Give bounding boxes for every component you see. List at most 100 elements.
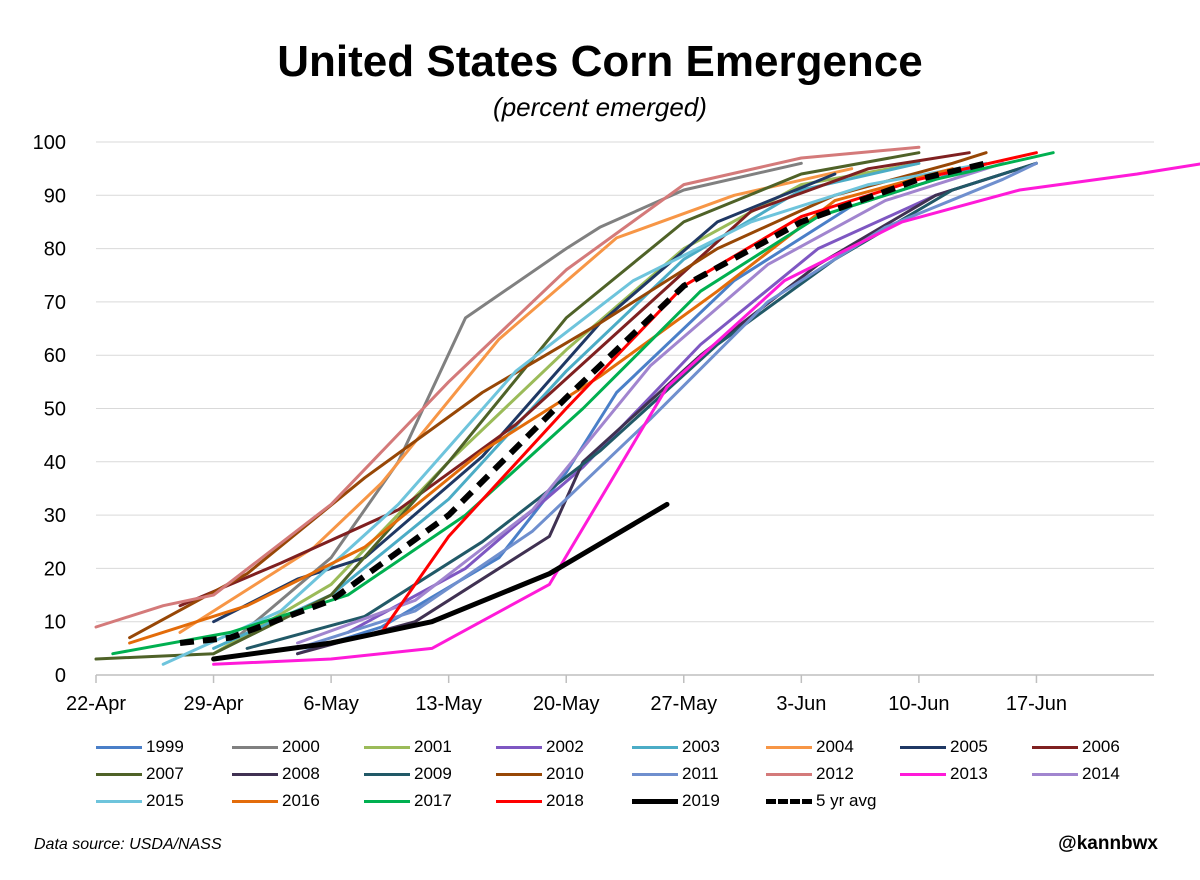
x-tick-label: 6-May — [303, 693, 359, 715]
y-tick-label: 0 — [55, 665, 66, 687]
series-line-2014 — [296, 161, 1005, 645]
legend-swatch — [632, 745, 678, 749]
series-line-5-yr-avg — [179, 160, 987, 646]
legend-swatch — [232, 745, 278, 749]
x-tick-label: 13-May — [415, 693, 482, 715]
legend-item: 2004 — [766, 734, 854, 760]
legend-label: 2003 — [682, 737, 720, 756]
y-tick-label: 30 — [44, 505, 66, 527]
author-handle: @kannbwx — [1058, 833, 1158, 854]
legend-swatch — [632, 798, 678, 804]
series-line-2016 — [128, 167, 954, 645]
series-line-2017 — [111, 151, 1055, 656]
legend-label: 2008 — [282, 764, 320, 783]
legend-item: 2017 — [364, 788, 452, 814]
legend-item: 2015 — [96, 788, 184, 814]
legend-item: 2002 — [496, 734, 584, 760]
legend-label: 2014 — [1082, 764, 1120, 783]
legend-swatch — [96, 745, 142, 749]
series-line-2005 — [212, 172, 837, 624]
legend-item: 2016 — [232, 788, 320, 814]
legend-item: 2007 — [96, 761, 184, 787]
x-tick-label: 3-Jun — [776, 693, 826, 715]
legend-label: 2009 — [414, 764, 452, 783]
legend-label: 2004 — [816, 737, 854, 756]
legend-label: 2019 — [682, 791, 720, 810]
legend-swatch — [766, 772, 812, 776]
legend-item: 2010 — [496, 761, 584, 787]
series-line-2019 — [211, 501, 670, 662]
legend-label: 2006 — [1082, 737, 1120, 756]
legend-label: 2013 — [950, 764, 988, 783]
legend-swatch — [900, 745, 946, 749]
legend-swatch — [364, 745, 410, 749]
legend-item: 2011 — [632, 761, 719, 787]
series-line-2010 — [128, 151, 988, 640]
series-line-2007 — [94, 151, 921, 661]
x-tick-label: 20-May — [533, 693, 600, 715]
legend-swatch — [96, 772, 142, 776]
series-line-2001 — [212, 161, 921, 656]
legend-label: 2018 — [546, 791, 584, 810]
chart-subtitle: (percent emerged) — [493, 92, 707, 122]
series-line-2006 — [178, 151, 971, 608]
x-tick-label: 10-Jun — [888, 693, 949, 715]
legend-label: 1999 — [146, 737, 184, 756]
legend-swatch — [232, 772, 278, 776]
series-line-2012 — [94, 145, 921, 629]
legend-item: 1999 — [96, 734, 184, 760]
y-tick-label: 10 — [44, 612, 66, 634]
legend-label: 2012 — [816, 764, 854, 783]
legend-swatch — [766, 798, 812, 804]
x-tick-label: 27-May — [650, 693, 717, 715]
legend-swatch — [96, 799, 142, 803]
legend-item: 2003 — [632, 734, 720, 760]
x-tick-label: 29-Apr — [184, 693, 244, 715]
legend-swatch — [496, 772, 542, 776]
legend-item: 2001 — [364, 734, 452, 760]
series-line-2015 — [161, 161, 988, 666]
legend-item: 2008 — [232, 761, 320, 787]
series-line-2013 — [212, 162, 1200, 666]
legend-label: 2015 — [146, 791, 184, 810]
legend-swatch — [232, 799, 278, 803]
series-line-2008 — [296, 161, 1038, 656]
y-tick-label: 60 — [44, 345, 66, 367]
legend-label: 2001 — [414, 737, 452, 756]
legend-item: 2009 — [364, 761, 452, 787]
legend-item: 2005 — [900, 734, 988, 760]
series-line-2011 — [296, 161, 1038, 650]
legend-label: 2017 — [414, 791, 452, 810]
y-tick-label: 90 — [44, 185, 66, 207]
legend-label: 2005 — [950, 737, 988, 756]
legend-label: 5 yr avg — [816, 791, 877, 810]
legend-item: 2000 — [232, 734, 320, 760]
legend-label: 2010 — [546, 764, 584, 783]
legend-item: 2018 — [496, 788, 584, 814]
legend-swatch — [496, 745, 542, 749]
legend-item: 2019 — [632, 788, 720, 814]
y-tick-label: 70 — [44, 292, 66, 314]
legend-swatch — [766, 745, 812, 749]
data-source-note: Data source: USDA/NASS — [34, 836, 222, 853]
legend-swatch — [496, 799, 542, 803]
series-line-1999 — [296, 167, 971, 656]
y-tick-label: 50 — [44, 399, 66, 421]
x-tick-label: 22-Apr — [66, 693, 126, 715]
legend-label: 2016 — [282, 791, 320, 810]
legend-swatch — [364, 799, 410, 803]
legend-item: 2006 — [1032, 734, 1120, 760]
y-tick-label: 80 — [44, 239, 66, 261]
legend-swatch — [364, 772, 410, 776]
legend-swatch — [1032, 745, 1078, 749]
legend-item: 2012 — [766, 761, 854, 787]
legend-swatch — [900, 772, 946, 776]
series-line-2009 — [245, 161, 1038, 650]
legend-swatch — [632, 772, 678, 776]
legend-label: 2011 — [682, 764, 719, 783]
y-tick-label: 20 — [44, 558, 66, 580]
x-tick-label: 17-Jun — [1006, 693, 1067, 715]
legend-item: 2014 — [1032, 761, 1120, 787]
y-tick-label: 40 — [44, 452, 66, 474]
